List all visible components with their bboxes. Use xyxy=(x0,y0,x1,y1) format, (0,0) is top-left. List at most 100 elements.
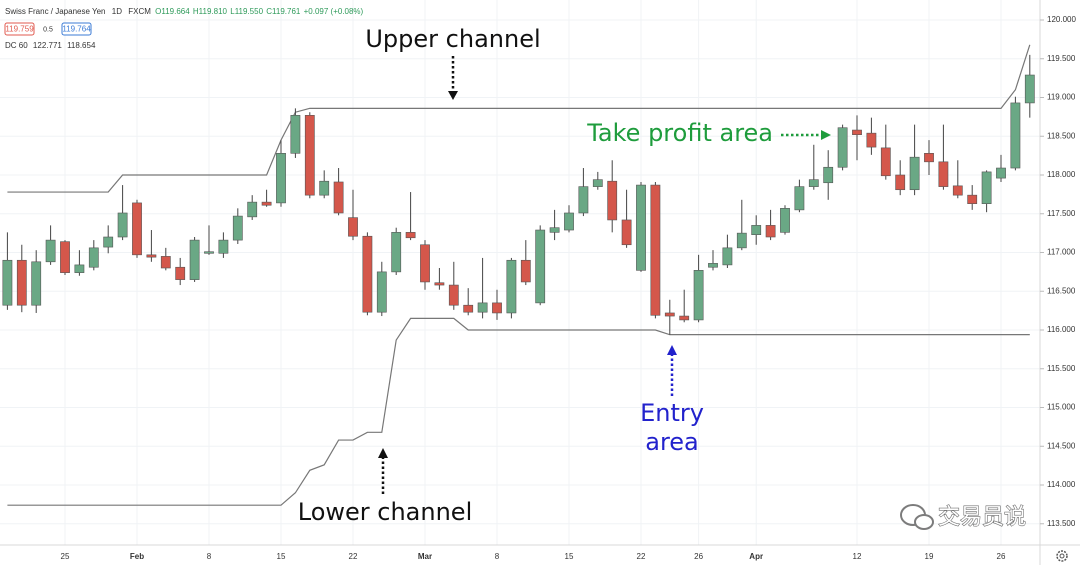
symbol: Swiss Franc / Japanese Yen xyxy=(5,7,106,16)
x-tick-label: 26 xyxy=(997,552,1006,561)
gear-center[interactable] xyxy=(1059,553,1065,559)
candle-body xyxy=(564,212,574,231)
candle-body xyxy=(751,225,762,235)
change: +0.097 (+0.08%) xyxy=(304,7,364,16)
candle-body xyxy=(74,264,85,273)
y-tick-label: 115.000 xyxy=(1047,403,1076,412)
x-tick-label: 8 xyxy=(207,552,212,561)
candle-body xyxy=(880,147,891,177)
arrowhead xyxy=(821,130,831,140)
ohlc: C119.761 xyxy=(266,7,301,16)
y-tick-label: 119.000 xyxy=(1047,93,1076,102)
candle-body xyxy=(333,181,344,214)
watermark: 交易员说 xyxy=(900,504,1027,531)
candle-body xyxy=(607,180,618,221)
ask-box[interactable] xyxy=(61,22,92,36)
candle-body xyxy=(952,185,963,196)
candle-body xyxy=(175,266,186,280)
candle-body xyxy=(160,256,171,269)
candle-body xyxy=(520,259,531,283)
annotation: Upper channel xyxy=(365,25,540,53)
annotation: area xyxy=(645,428,699,456)
annotations: Upper channel Take profit area Entry are… xyxy=(298,25,831,526)
candle-body xyxy=(722,247,733,266)
candle-body xyxy=(132,202,142,256)
y-tick-label: 116.500 xyxy=(1047,286,1076,295)
legend-header: Swiss Franc / Japanese Yen 1D FXCM O119.… xyxy=(5,7,364,16)
spread: 0.5 xyxy=(43,26,53,33)
y-tick-label: 114.500 xyxy=(1047,441,1076,450)
y-tick-label: 118.000 xyxy=(1047,170,1076,179)
x-tick-label: 8 xyxy=(495,552,500,561)
bid[interactable]: 119.759 xyxy=(5,25,34,34)
arrowhead xyxy=(378,448,388,458)
ohlc: H119.810 xyxy=(193,7,228,16)
candle-body xyxy=(88,247,99,268)
candle-body xyxy=(276,153,286,204)
watermark-icon xyxy=(914,514,934,530)
candle-body xyxy=(578,186,589,214)
x-tick-label: 15 xyxy=(277,552,286,561)
candle-body xyxy=(420,244,430,283)
indicator-value: 122.771 xyxy=(33,41,62,50)
x-tick-label: 22 xyxy=(349,552,358,561)
candle-body xyxy=(549,227,560,233)
candle-body xyxy=(31,261,42,306)
candles xyxy=(2,54,1035,335)
source: FXCM xyxy=(128,7,151,16)
candle-body xyxy=(492,302,502,314)
arrowhead xyxy=(448,91,458,100)
candle-body xyxy=(924,153,934,163)
channel xyxy=(7,44,1031,506)
annotation: Take profit area xyxy=(586,119,773,147)
candle-body xyxy=(319,180,330,196)
x-tick-label: 25 xyxy=(61,552,70,561)
x-tick-label: Apr xyxy=(749,552,763,561)
candle-body xyxy=(664,312,675,317)
candle-body xyxy=(247,201,258,218)
candle-body xyxy=(650,184,661,316)
candle-body xyxy=(679,315,690,321)
candle-body xyxy=(362,235,373,313)
candle-body xyxy=(823,166,834,184)
candle-body xyxy=(866,132,877,148)
annotation: Lower channel xyxy=(298,498,473,526)
candle-body xyxy=(693,270,704,321)
x-tick-label: 12 xyxy=(853,552,862,561)
y-tick-label: 119.500 xyxy=(1047,54,1076,63)
candle-body xyxy=(348,217,358,237)
candle-body xyxy=(794,186,805,211)
x-tick-label: 15 xyxy=(565,552,574,561)
candle-body xyxy=(405,232,416,239)
candle-body xyxy=(261,201,272,206)
candle-body xyxy=(852,129,862,135)
candle-body xyxy=(16,259,27,306)
candle-body xyxy=(60,241,70,273)
candle-body xyxy=(45,239,56,263)
candle-body xyxy=(938,161,949,187)
candle-body xyxy=(103,236,114,248)
candle-body xyxy=(765,225,776,238)
y-tick-label: 113.500 xyxy=(1047,519,1076,528)
settings-icon[interactable] xyxy=(1056,550,1068,562)
candle-body xyxy=(592,179,603,187)
candle-body xyxy=(981,171,992,204)
y-tick-label: 117.500 xyxy=(1047,209,1076,218)
arrowhead xyxy=(667,345,677,355)
ask[interactable]: 119.764 xyxy=(62,25,91,34)
candle-body xyxy=(909,156,920,191)
y-tick-label: 120.000 xyxy=(1047,15,1076,24)
bid-box[interactable] xyxy=(4,22,35,36)
y-tick-label: 114.000 xyxy=(1047,480,1076,489)
candle-body xyxy=(837,127,848,168)
x-tick-label: 26 xyxy=(694,552,703,561)
candle-body xyxy=(204,251,214,254)
candle-body xyxy=(506,259,517,314)
candle-body xyxy=(463,304,474,313)
indicator: DC 60 xyxy=(5,41,28,50)
x-tick-label: Feb xyxy=(130,552,144,561)
gear[interactable] xyxy=(1056,550,1068,562)
candle-body xyxy=(304,115,315,196)
candle-body xyxy=(1024,74,1035,104)
